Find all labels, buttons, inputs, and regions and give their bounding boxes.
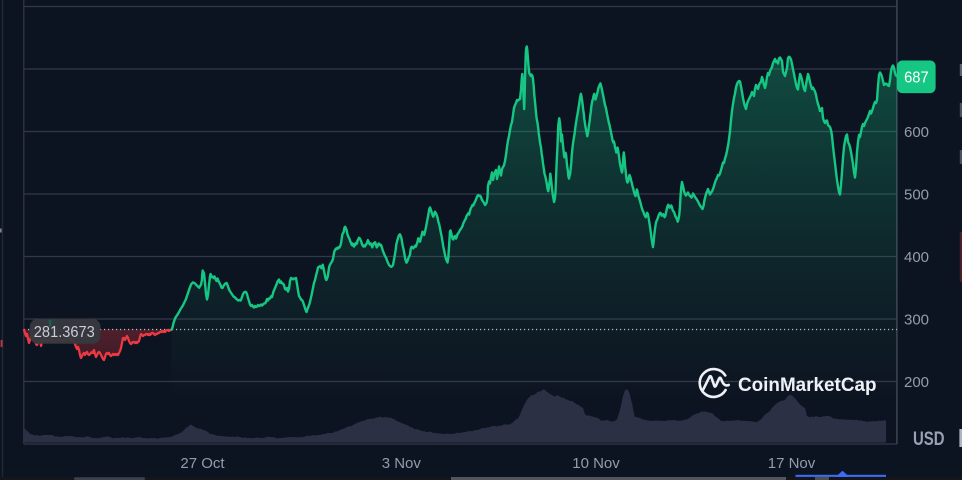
svg-text:USD: USD xyxy=(913,429,945,450)
svg-text:600: 600 xyxy=(904,124,929,141)
svg-text:500: 500 xyxy=(904,186,929,203)
svg-text:300: 300 xyxy=(904,311,929,328)
svg-text:200: 200 xyxy=(904,374,929,391)
svg-text:27 Oct: 27 Oct xyxy=(180,455,225,472)
svg-text:10 Nov: 10 Nov xyxy=(572,455,620,472)
svg-text:400: 400 xyxy=(904,249,929,266)
svg-text:687: 687 xyxy=(904,69,929,86)
svg-text:17 Nov: 17 Nov xyxy=(768,455,816,472)
svg-text:3 Nov: 3 Nov xyxy=(382,455,422,472)
svg-text:281.3673: 281.3673 xyxy=(34,324,95,341)
svg-text:CoinMarketCap: CoinMarketCap xyxy=(738,375,877,396)
